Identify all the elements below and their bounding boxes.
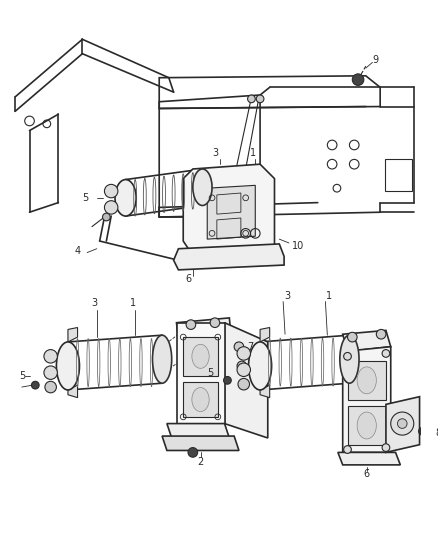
Ellipse shape: [192, 344, 209, 368]
Circle shape: [102, 213, 110, 221]
Text: 7: 7: [247, 342, 254, 352]
Circle shape: [188, 448, 198, 457]
Polygon shape: [343, 330, 391, 352]
Text: 5: 5: [207, 368, 213, 378]
Text: 6: 6: [364, 470, 370, 480]
Text: 8: 8: [436, 428, 438, 438]
Polygon shape: [183, 382, 218, 417]
Polygon shape: [68, 327, 78, 342]
Text: 1: 1: [326, 291, 332, 301]
Polygon shape: [183, 164, 275, 255]
Polygon shape: [343, 347, 391, 453]
Text: 5: 5: [19, 370, 25, 381]
Ellipse shape: [357, 367, 376, 394]
Circle shape: [45, 381, 57, 393]
Text: 4: 4: [74, 246, 81, 256]
Text: 3: 3: [284, 291, 290, 301]
Circle shape: [352, 74, 364, 85]
Polygon shape: [177, 322, 225, 424]
Circle shape: [237, 347, 251, 360]
Polygon shape: [207, 185, 255, 239]
Circle shape: [391, 412, 414, 435]
Circle shape: [223, 376, 231, 384]
Polygon shape: [260, 385, 270, 398]
Circle shape: [347, 332, 357, 342]
Polygon shape: [162, 436, 239, 450]
Ellipse shape: [152, 335, 172, 383]
Polygon shape: [173, 244, 284, 270]
Ellipse shape: [57, 342, 79, 390]
Circle shape: [237, 363, 251, 376]
Circle shape: [44, 366, 57, 379]
Polygon shape: [347, 361, 386, 400]
Circle shape: [419, 427, 426, 435]
Polygon shape: [68, 385, 78, 398]
Circle shape: [32, 381, 39, 389]
Ellipse shape: [192, 387, 209, 411]
Circle shape: [382, 444, 390, 451]
Polygon shape: [347, 406, 386, 445]
Polygon shape: [260, 327, 270, 342]
Circle shape: [237, 361, 247, 371]
Text: 10: 10: [293, 241, 305, 251]
Polygon shape: [177, 318, 234, 371]
Circle shape: [376, 329, 386, 339]
Circle shape: [104, 201, 118, 214]
Ellipse shape: [248, 342, 272, 390]
Circle shape: [344, 352, 351, 360]
Circle shape: [382, 350, 390, 357]
Circle shape: [256, 95, 264, 103]
Ellipse shape: [340, 335, 359, 383]
Ellipse shape: [193, 169, 212, 206]
Circle shape: [104, 184, 118, 198]
Circle shape: [344, 446, 351, 454]
Circle shape: [186, 320, 196, 329]
Text: 1: 1: [250, 148, 256, 158]
Polygon shape: [338, 453, 400, 465]
Circle shape: [247, 95, 255, 103]
Text: 2: 2: [198, 457, 204, 467]
Text: 3: 3: [92, 298, 98, 309]
Text: 5: 5: [82, 193, 88, 203]
Circle shape: [234, 342, 244, 352]
Circle shape: [210, 318, 220, 327]
Polygon shape: [167, 424, 230, 438]
Text: 9: 9: [372, 55, 378, 66]
Text: 1: 1: [130, 298, 136, 309]
Circle shape: [397, 419, 407, 429]
Circle shape: [238, 378, 250, 390]
Circle shape: [44, 350, 57, 363]
Text: 6: 6: [185, 274, 191, 285]
Text: 3: 3: [212, 148, 218, 158]
Ellipse shape: [357, 412, 376, 439]
Polygon shape: [225, 322, 268, 438]
Polygon shape: [386, 397, 420, 453]
Polygon shape: [183, 337, 218, 376]
Ellipse shape: [115, 180, 136, 216]
